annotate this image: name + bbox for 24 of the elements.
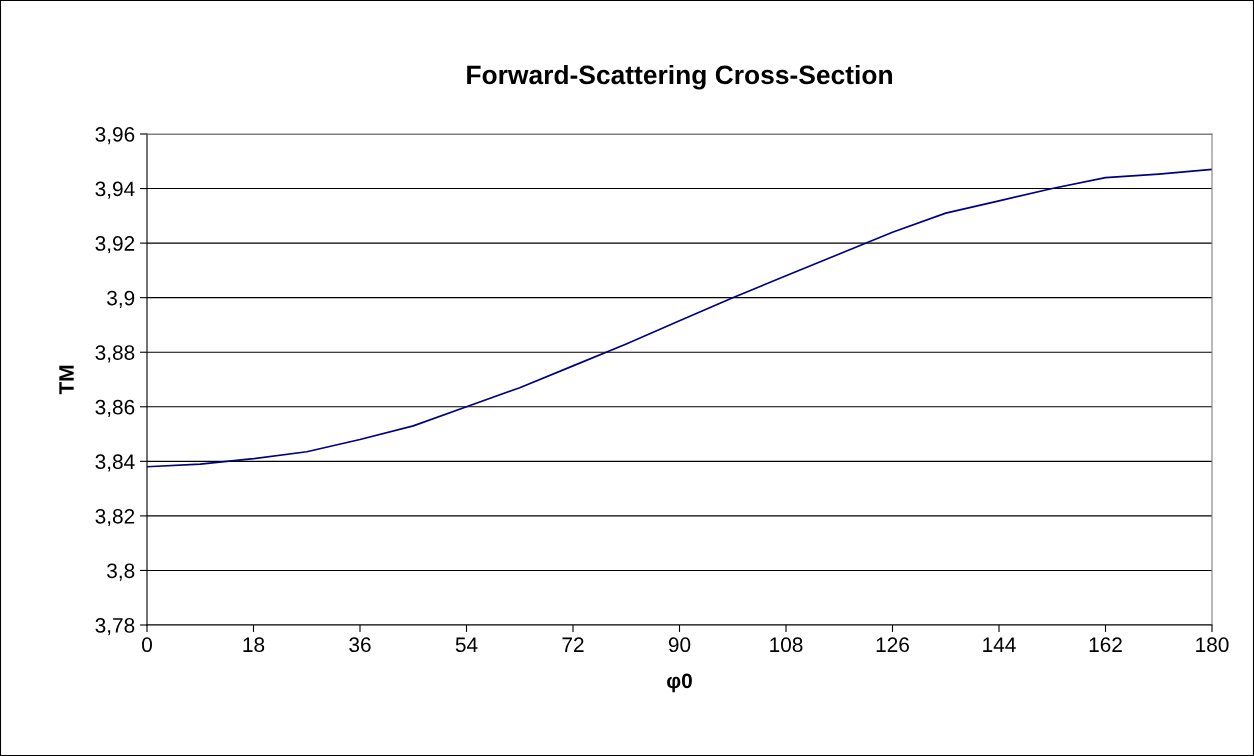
- y-tick-label: 3,78: [95, 618, 135, 636]
- x-tick-label: 0: [142, 637, 152, 653]
- y-axis-title: TM: [59, 365, 74, 395]
- x-tick-label: 162: [1089, 637, 1122, 653]
- y-tick-label: 3,84: [95, 454, 135, 472]
- y-tick-label: 3,86: [95, 399, 135, 417]
- x-tick-label: 108: [770, 637, 803, 653]
- x-tick-label: 18: [243, 637, 265, 653]
- y-tick-label: 3,94: [95, 181, 135, 199]
- x-tick-label: 90: [668, 637, 691, 653]
- y-tick-label: 3,96: [95, 127, 135, 145]
- y-tick-label: 3,92: [95, 236, 135, 254]
- y-tick-label: 3,82: [95, 508, 135, 527]
- y-tick-label: 3,8: [107, 563, 135, 581]
- x-tick-label: 126: [876, 637, 909, 653]
- x-tick-label: 144: [983, 637, 1016, 652]
- x-tick-label: 36: [349, 637, 371, 653]
- y-tick-label: 3,88: [95, 345, 135, 363]
- x-tick-label: 180: [1196, 637, 1229, 653]
- chart-title: Forward-Scattering Cross-Section: [467, 64, 892, 90]
- x-axis-title: φ0: [667, 673, 692, 693]
- x-tick-label: 54: [455, 637, 478, 653]
- x-tick-label: 72: [562, 637, 584, 652]
- y-tick-label: 3,9: [107, 290, 135, 308]
